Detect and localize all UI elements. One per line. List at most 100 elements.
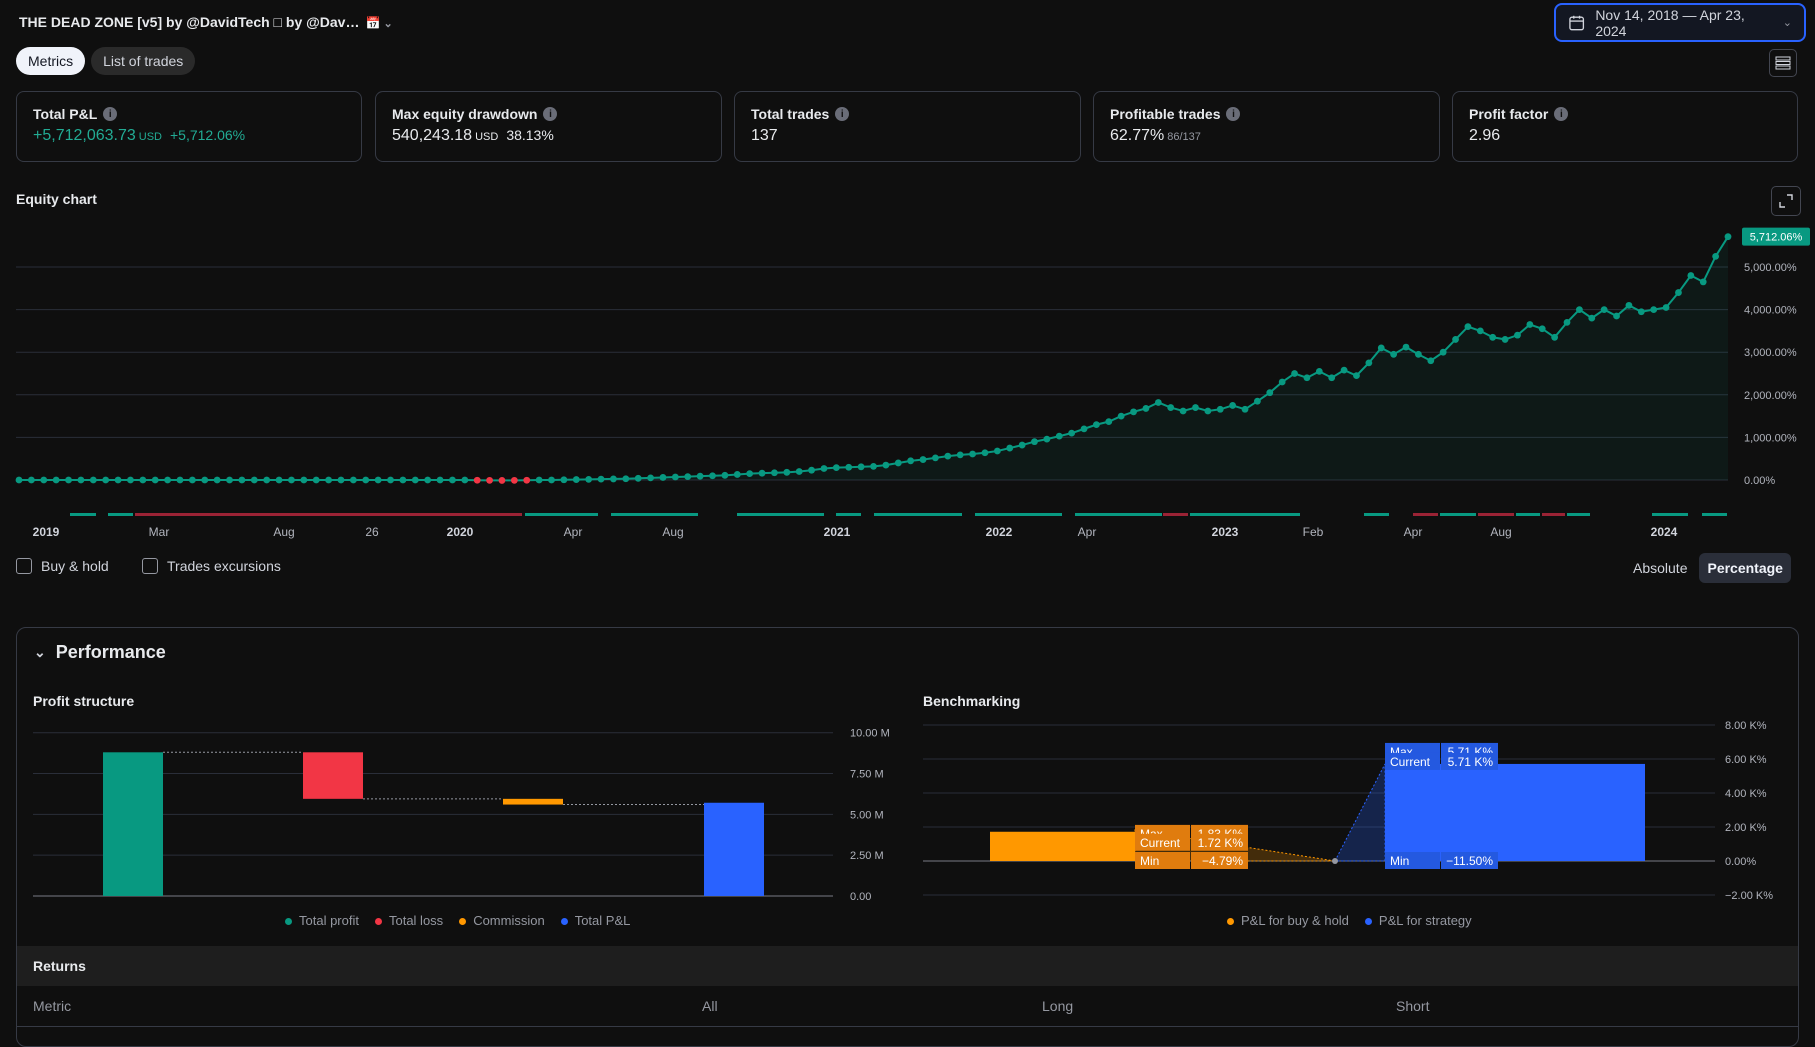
equity-point bbox=[263, 476, 271, 484]
trades-excursions-checkbox[interactable]: Trades excursions bbox=[142, 558, 281, 574]
buy-hold-checkbox[interactable]: Buy & hold bbox=[16, 558, 109, 574]
trade-period-marker bbox=[1478, 513, 1514, 516]
trade-period-marker bbox=[1413, 513, 1438, 516]
trade-period-marker bbox=[1364, 513, 1389, 516]
equity-point bbox=[1117, 412, 1125, 420]
equity-point bbox=[52, 476, 60, 484]
equity-point bbox=[498, 477, 506, 484]
metric-card-total-pnl: Total P&L i +5,712,063.73 USD +5,712.06% bbox=[16, 91, 362, 162]
trade-period-marker bbox=[836, 513, 861, 516]
equity-point bbox=[548, 476, 555, 484]
legend-dot bbox=[374, 918, 382, 926]
buy-hold-current-tag bbox=[1135, 833, 1190, 851]
equity-point bbox=[1142, 405, 1150, 412]
equity-point bbox=[188, 476, 196, 484]
info-icon[interactable]: i bbox=[1554, 107, 1569, 121]
performance-header[interactable]: ⌄ Performance bbox=[34, 642, 166, 663]
metric-value: 2.96 bbox=[1469, 127, 1501, 144]
equity-point bbox=[845, 463, 853, 471]
equity-point bbox=[1291, 370, 1298, 377]
equity-point bbox=[1266, 389, 1274, 397]
equity-point bbox=[783, 468, 791, 476]
equity-point bbox=[114, 476, 122, 484]
equity-point bbox=[1340, 366, 1348, 374]
info-icon[interactable]: i bbox=[835, 107, 850, 121]
equity-point bbox=[473, 476, 481, 484]
chevron-down-icon: ⌄ bbox=[383, 18, 393, 30]
column-header-long: Long bbox=[1042, 998, 1074, 1014]
chevron-down-icon: ⌄ bbox=[34, 644, 46, 660]
equity-point bbox=[1563, 318, 1571, 326]
equity-point bbox=[1551, 333, 1559, 341]
strategy-title[interactable]: THE DEAD ZONE [v5] by @DavidTech □ by @D… bbox=[19, 14, 393, 30]
x-tick-label: Apr bbox=[1078, 525, 1097, 539]
strategy-current-value: 5.71 K% bbox=[1448, 755, 1494, 769]
strategy-current-tag bbox=[1441, 752, 1498, 770]
strategy-min-tag bbox=[1385, 852, 1440, 869]
y-tick-label: 7.50 M bbox=[850, 769, 884, 781]
equity-point bbox=[1575, 306, 1583, 313]
tab-list-of-trades[interactable]: List of trades bbox=[91, 47, 196, 75]
equity-point bbox=[1452, 336, 1459, 343]
legend-label: P&L for strategy bbox=[1378, 913, 1472, 928]
x-tick-label: Aug bbox=[662, 525, 683, 539]
y-tick-label: 0.00 bbox=[850, 891, 871, 903]
x-tick-label: 2021 bbox=[824, 525, 851, 539]
metric-value: 137 bbox=[751, 127, 778, 144]
equity-point bbox=[647, 474, 654, 482]
equity-point bbox=[1006, 444, 1014, 452]
equity-point bbox=[919, 456, 927, 463]
profit-structure-legend: Total profit Total loss Commission Total… bbox=[285, 913, 630, 928]
equity-point bbox=[65, 476, 72, 484]
column-header-short: Short bbox=[1396, 998, 1430, 1014]
legend-label: Total loss bbox=[388, 913, 444, 928]
equity-point bbox=[312, 476, 320, 484]
equity-point bbox=[436, 476, 444, 484]
equity-point bbox=[771, 469, 778, 477]
info-icon[interactable]: i bbox=[1226, 107, 1241, 121]
legend-label: Total profit bbox=[299, 913, 359, 928]
equity-point bbox=[1600, 306, 1608, 313]
legend-label: Commission bbox=[473, 913, 545, 928]
tab-metrics[interactable]: Metrics bbox=[16, 47, 86, 75]
x-tick-label: Aug bbox=[1490, 525, 1511, 539]
info-icon[interactable]: i bbox=[543, 107, 558, 121]
layout-toggle-button[interactable] bbox=[1769, 49, 1797, 77]
equity-area bbox=[19, 236, 1728, 481]
strategy-min-value: −11.50% bbox=[1446, 854, 1493, 868]
performance-title: Performance bbox=[55, 642, 166, 662]
trade-period-marker bbox=[975, 513, 1062, 516]
expand-chart-button[interactable] bbox=[1771, 186, 1801, 216]
equity-point bbox=[907, 457, 915, 465]
equity-point bbox=[523, 476, 531, 484]
equity-point bbox=[1650, 306, 1658, 313]
equity-point bbox=[1489, 333, 1497, 341]
legend-dot bbox=[560, 918, 568, 926]
equity-point bbox=[1241, 405, 1249, 413]
equity-point bbox=[857, 463, 865, 471]
equity-chart[interactable]: 5,000.00% 4,000.00% 3,000.00% 2,000.00% 1,00… bbox=[0, 215, 1815, 545]
y-tick-label: 3,000.00% bbox=[1744, 347, 1797, 359]
profit-structure-chart[interactable]: 10.00 M 7.50 M 5.00 M 2.50 M 0.00 bbox=[0, 710, 900, 910]
equity-point bbox=[1315, 367, 1323, 375]
x-tick-label: 2024 bbox=[1651, 525, 1678, 539]
checkbox-box[interactable] bbox=[16, 558, 32, 574]
returns-section-header[interactable]: Returns bbox=[17, 946, 1798, 986]
equity-point bbox=[250, 476, 258, 484]
benchmarking-chart[interactable]: 8.00 K% 6.00 K% 4.00 K% 2.00 K% 0.00% −2.00 K… bbox=[900, 710, 1800, 910]
equity-point bbox=[1675, 289, 1682, 296]
percentage-button[interactable]: Percentage bbox=[1699, 553, 1791, 583]
equity-point bbox=[374, 476, 382, 484]
calendar-icon bbox=[1569, 15, 1585, 30]
list-layout-icon bbox=[1775, 56, 1791, 70]
trade-period-marker bbox=[1190, 513, 1300, 516]
date-range-picker[interactable]: Nov 14, 2018 — Apr 23, 2024 ⌄ bbox=[1554, 3, 1806, 42]
equity-point bbox=[102, 476, 110, 484]
equity-point bbox=[139, 476, 147, 484]
info-icon[interactable]: i bbox=[103, 107, 118, 121]
checkbox-box[interactable] bbox=[142, 558, 158, 574]
equity-point bbox=[1724, 233, 1732, 241]
absolute-button[interactable]: Absolute bbox=[1633, 560, 1688, 576]
equity-point bbox=[325, 476, 333, 484]
equity-point bbox=[449, 476, 456, 484]
